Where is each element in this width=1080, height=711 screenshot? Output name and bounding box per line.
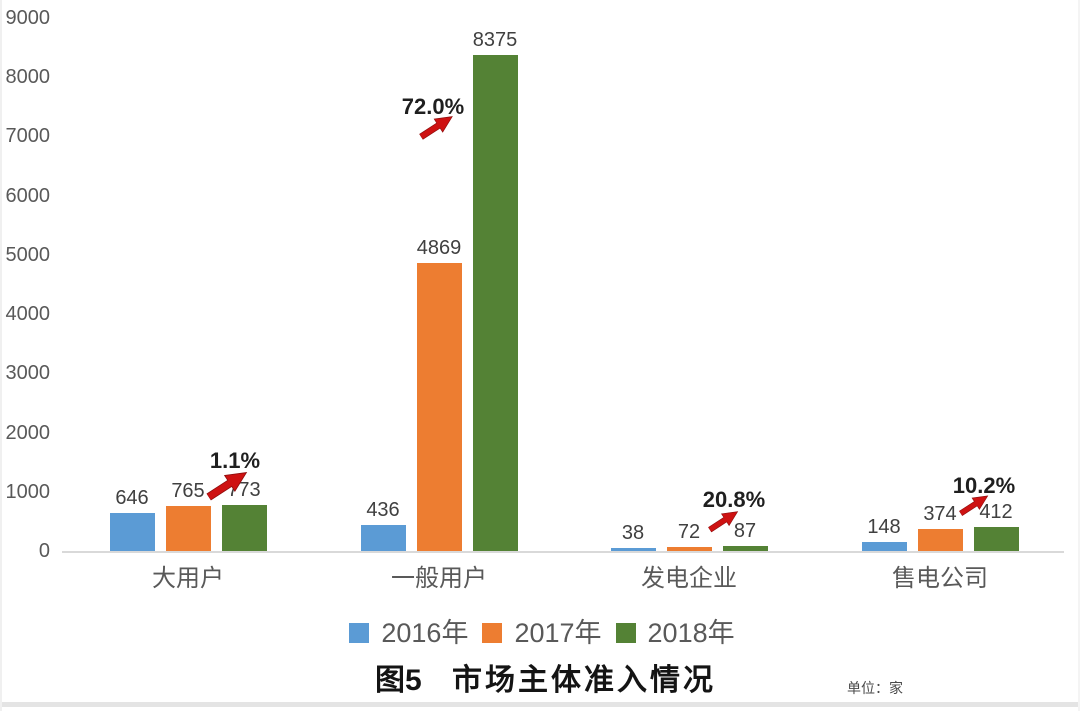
growth-percent-label: 72.0% [401,94,465,119]
category-label: 大用户 [152,565,224,592]
legend-label: 2016年 [381,618,469,648]
figure-number: 图5 [375,664,422,697]
bar [109,513,155,551]
category-label: 一般用户 [391,565,487,592]
bar-value-label: 8375 [472,29,518,51]
bar [360,525,406,551]
bar [472,55,518,551]
bar-value-label: 374 [923,503,957,525]
bar-value-label: 72 [677,521,701,543]
growth-percent-label: 1.1% [209,448,261,473]
y-axis-tick-label: 7000 [5,125,51,148]
unit-note: 单位：家 [847,680,903,696]
bar-value-label: 87 [733,520,757,542]
growth-arrow-icon [205,472,251,501]
bar [861,542,907,551]
y-axis-tick-label: 8000 [5,66,51,89]
bottom-divider [2,702,1078,707]
bar [416,263,462,551]
bar-value-label: 646 [115,487,149,509]
bar-value-label: 436 [366,499,400,521]
x-axis-line [62,551,1064,553]
bar-value-label: 765 [171,480,205,502]
legend-item: 2016年 [349,618,468,648]
bar [165,506,211,551]
bar [666,547,712,551]
y-axis-tick-label: 3000 [5,362,51,385]
bar-value-label: 148 [867,516,901,538]
bar-value-label: 38 [621,522,645,544]
y-axis-tick-label: 1000 [5,480,51,503]
growth-percent-label: 20.8% [702,487,766,512]
bar-value-label: 412 [979,501,1013,523]
growth-percent-label: 10.2% [952,473,1016,498]
bar-value-label: 4869 [416,237,462,259]
figure-title: 市场主体准入情况 [452,664,716,697]
legend-swatch [349,623,370,643]
bar [722,546,768,551]
y-axis-tick-label: 5000 [5,243,51,266]
legend-label: 2018年 [647,618,735,648]
growth-arrow-icon [418,116,456,140]
legend-swatch [482,623,503,643]
growth-arrow-icon [958,495,991,517]
chart-legend: 2016年 2017年 2018年 [32,618,1052,648]
y-axis-tick-label: 6000 [5,184,51,207]
y-axis-tick-label: 9000 [5,7,51,29]
y-axis-tick-label: 2000 [5,421,51,444]
category-label: 发电企业 [641,565,737,592]
y-axis-tick-label: 0 [38,540,50,562]
legend-swatch [615,623,636,643]
legend-item: 2017年 [482,618,602,648]
category-label: 售电公司 [892,565,988,592]
legend-item: 2018年 [615,618,735,648]
legend-label: 2017年 [514,618,602,648]
bar [221,505,267,551]
bar [973,527,1019,551]
growth-arrow-icon [707,511,741,533]
bar [610,548,656,551]
bar [917,529,963,551]
y-axis-tick-label: 4000 [5,303,51,326]
